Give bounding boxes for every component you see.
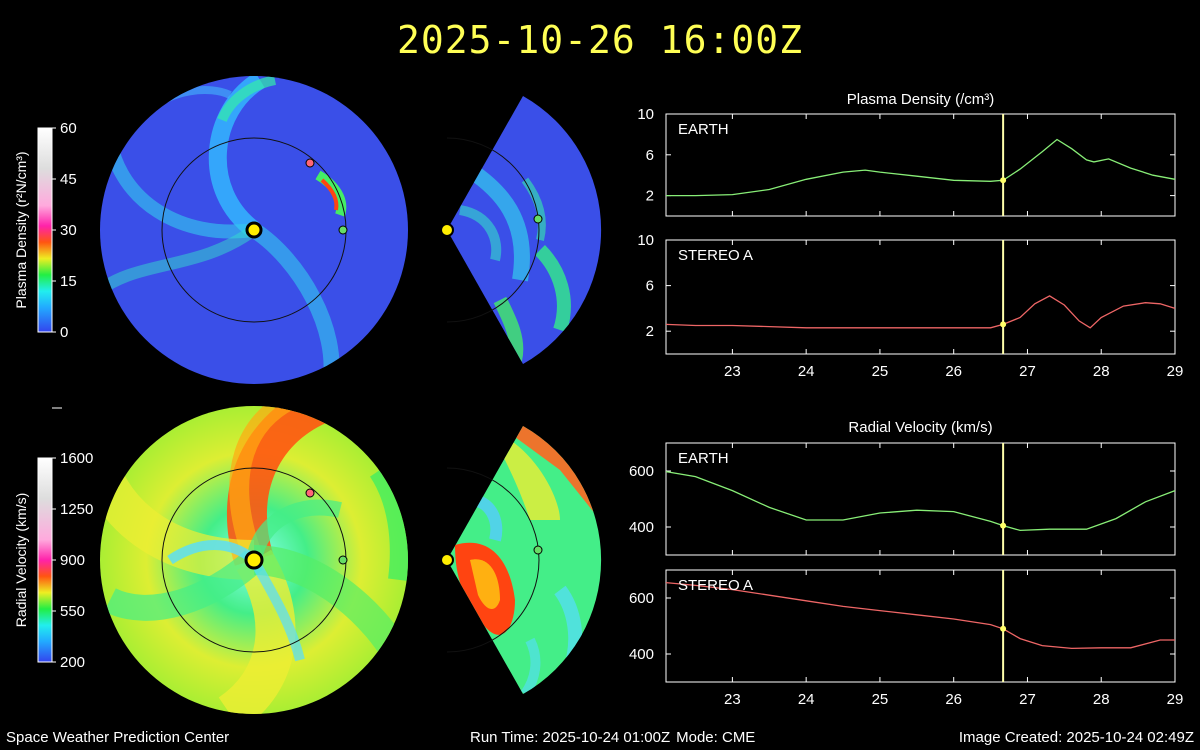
density-xtick-label: 28 <box>1093 363 1110 380</box>
velocity-colorbar-tick-label: 550 <box>60 603 85 620</box>
velocity-xtick-label: 27 <box>1019 691 1036 708</box>
velocity-stereo-a-time-marker-dot <box>1000 625 1007 632</box>
velocity-chart-title: Radial Velocity (km/s) <box>848 419 992 436</box>
velocity-earth-marker <box>338 555 348 565</box>
velocity-colorbar-tick-label: 1600 <box>60 450 93 467</box>
density-colorbar-tick-label: 30 <box>60 222 77 239</box>
velocity-colorbar-tick-label: 200 <box>60 654 85 671</box>
velocity-stereo-a-panel-label: STEREO A <box>678 577 753 594</box>
velocity-wedge-view <box>440 426 602 694</box>
velocity-earth-time-marker-dot <box>1000 522 1007 529</box>
density-disc-view <box>100 76 408 384</box>
velocity-colorbar-label: Radial Velocity (km/s) <box>13 493 29 628</box>
density-xtick-label: 26 <box>945 363 962 380</box>
density-colorbar-label: Plasma Density (r²N/cm³) <box>13 151 29 308</box>
density-colorbar: 0 15 30 45 60 Plasma Density (r²N/cm³) <box>13 120 77 341</box>
density-xtick-label: 24 <box>798 363 815 380</box>
velocity-earth-ytick-label: 600 <box>629 463 654 480</box>
density-stereo-a-marker <box>305 158 315 168</box>
density-earth-ytick-label: 2 <box>646 188 654 205</box>
density-earth-panel-frame <box>665 113 1176 217</box>
density-stereo-a-ytick-label: 6 <box>646 278 654 295</box>
velocity-stereo-a-series-line <box>665 581 1175 650</box>
velocity-earth-ytick-label: 400 <box>629 519 654 536</box>
velocity-stereo-a-marker <box>305 488 315 498</box>
density-earth-time-marker-dot <box>1000 177 1007 184</box>
density-colorbar-tick-label: 0 <box>60 324 68 341</box>
density-earth-marker <box>338 225 348 235</box>
density-sun-marker <box>245 221 263 239</box>
timestamp-title: 2025-10-26 16:00Z <box>397 18 803 62</box>
density-earth-series-line <box>666 138 1176 197</box>
density-xtick-label: 25 <box>872 363 889 380</box>
velocity-xtick-label: 29 <box>1167 691 1184 708</box>
velocity-wedge-earth-marker <box>533 545 543 555</box>
density-earth-ytick-label: 6 <box>646 147 654 164</box>
velocity-stereo-a-ytick-label: 400 <box>629 646 654 663</box>
density-colorbar-tick-label: 45 <box>60 171 77 188</box>
velocity-colorbar-tick-label: 1250 <box>60 501 93 518</box>
velocity-colorbar: 200 550 900 1250 1600 Radial Velocity (km/s) <box>13 450 93 671</box>
density-wedge-sun-marker <box>440 223 454 237</box>
density-earth-ytick-label: 10 <box>637 106 654 123</box>
velocity-xtick-label: 25 <box>872 691 889 708</box>
velocity-stereo-a-ytick-label: 600 <box>629 590 654 607</box>
footer-mode: Mode: CME <box>676 729 756 746</box>
density-earth-panel-label: EARTH <box>678 121 729 138</box>
velocity-earth-panel-label: EARTH <box>678 450 729 467</box>
velocity-earth-series-line <box>665 470 1176 532</box>
density-wedge-earth-marker <box>533 214 543 224</box>
time-series-charts: Plasma Density (/cm³)2610EARTH2610STEREO… <box>629 91 1183 708</box>
density-stereo-a-panel-label: STEREO A <box>678 247 753 264</box>
footer-run-time: Run Time: 2025-10-24 01:00Z <box>470 729 671 746</box>
velocity-xtick-label: 26 <box>945 691 962 708</box>
density-wedge-view <box>440 96 602 364</box>
density-colorbar-tick-label: 15 <box>60 273 77 290</box>
velocity-stereo-a-panel-frame <box>665 569 1176 683</box>
density-xtick-label: 29 <box>1167 363 1184 380</box>
velocity-sun-marker <box>244 550 264 570</box>
density-xtick-label: 23 <box>724 363 741 380</box>
density-chart-title: Plasma Density (/cm³) <box>847 91 995 108</box>
velocity-wedge-sun-marker <box>440 553 454 567</box>
velocity-disc-view <box>100 406 408 714</box>
density-colorbar-tick-label: 60 <box>60 120 77 137</box>
footer-center-name: Space Weather Prediction Center <box>6 729 230 746</box>
velocity-colorbar-tick-label: 900 <box>60 552 85 569</box>
velocity-xtick-label: 24 <box>798 691 815 708</box>
footer-image-created: Image Created: 2025-10-24 02:49Z <box>958 729 1194 746</box>
density-stereo-a-time-marker-dot <box>1000 321 1007 328</box>
density-stereo-a-series-line <box>665 295 1176 329</box>
velocity-xtick-label: 23 <box>724 691 741 708</box>
velocity-earth-panel-frame <box>665 442 1176 556</box>
velocity-xtick-label: 28 <box>1093 691 1110 708</box>
footer-run-mode: Run Time: 2025-10-24 01:00Z Mode: CME <box>470 729 761 746</box>
density-stereo-a-ytick-label: 2 <box>646 323 654 340</box>
density-xtick-label: 27 <box>1019 363 1036 380</box>
density-stereo-a-panel-frame <box>665 239 1176 355</box>
density-stereo-a-ytick-label: 10 <box>637 232 654 249</box>
